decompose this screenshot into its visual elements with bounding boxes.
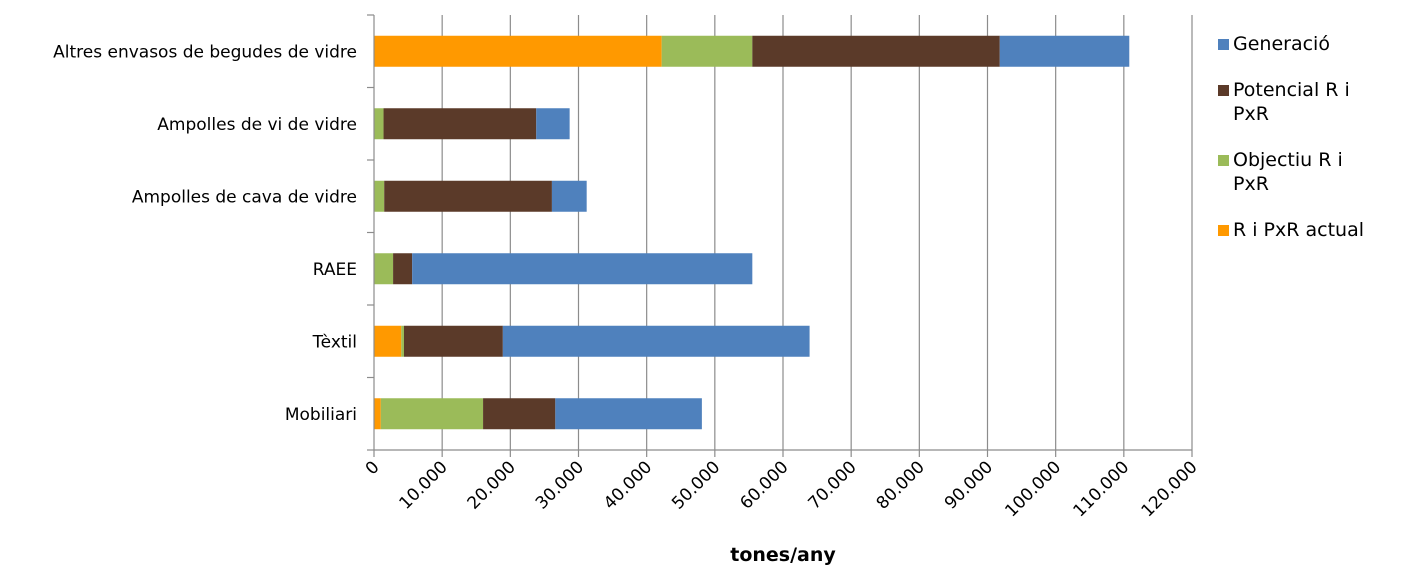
legend-label-line: PxR bbox=[1233, 103, 1269, 125]
bar-segment bbox=[502, 325, 810, 357]
bar-segment bbox=[374, 108, 384, 140]
x-tick-label: 30.000 bbox=[532, 457, 588, 513]
x-axis-title: tones/any bbox=[730, 544, 836, 566]
legend-label-line: Generació bbox=[1233, 33, 1330, 55]
legend-swatch bbox=[1218, 225, 1229, 236]
x-tick-label: 90.000 bbox=[941, 457, 997, 513]
legend-label: R i PxR actual bbox=[1233, 219, 1364, 241]
bar-segment bbox=[555, 398, 702, 430]
x-tick-label: 120.000 bbox=[1138, 457, 1202, 521]
legend-label-line: Potencial R i bbox=[1233, 79, 1350, 101]
bar-segment bbox=[661, 35, 753, 67]
axes bbox=[367, 14, 1192, 451]
gridlines bbox=[373, 15, 1193, 457]
bar-segment bbox=[551, 180, 587, 212]
bar-segment bbox=[374, 325, 402, 357]
legend-label: Generació bbox=[1233, 33, 1330, 55]
bar-segment bbox=[483, 398, 556, 430]
category-label: RAEE bbox=[313, 260, 357, 280]
category-label: Tèxtil bbox=[312, 332, 357, 352]
category-label: Altres envasos de begudes de vidre bbox=[53, 42, 357, 62]
x-tick-label: 40.000 bbox=[600, 457, 656, 513]
category-label: Ampolles de vi de vidre bbox=[157, 115, 357, 135]
x-tick-label: 10.000 bbox=[395, 457, 451, 513]
x-tick-label: 100.000 bbox=[1001, 457, 1065, 521]
x-tick-label: 50.000 bbox=[668, 457, 724, 513]
bar-segment bbox=[412, 253, 753, 285]
bar-segment bbox=[374, 180, 385, 212]
x-tick-label: 0 bbox=[362, 457, 384, 479]
bar-segment bbox=[536, 108, 570, 140]
bar-segment bbox=[380, 398, 484, 430]
legend-swatch bbox=[1218, 39, 1229, 50]
bar-segment bbox=[752, 35, 1000, 67]
bar-segment bbox=[403, 325, 503, 357]
x-tick-label: 80.000 bbox=[873, 457, 929, 513]
legend-label-line: Objectiu R i bbox=[1233, 149, 1343, 171]
category-labels: Altres envasos de begudes de vidre Ampoll… bbox=[53, 42, 357, 425]
bar-segment bbox=[374, 253, 394, 285]
legend-swatch bbox=[1218, 155, 1229, 166]
x-tick-labels: 0 10.000 20.000 30.000 40.000 50.000 60.000 70.… bbox=[362, 457, 1202, 521]
bar-segment bbox=[393, 253, 413, 285]
legend-label-line: R i PxR actual bbox=[1233, 219, 1364, 241]
bars bbox=[374, 35, 1130, 430]
x-tick-label: 70.000 bbox=[804, 457, 860, 513]
legend-label-line: PxR bbox=[1233, 173, 1269, 195]
legend-label: Objectiu R i PxR bbox=[1233, 149, 1343, 195]
category-label: Ampolles de cava de vidre bbox=[132, 187, 357, 207]
bar-segment bbox=[384, 180, 552, 212]
bar-segment bbox=[999, 35, 1130, 67]
bar-segment bbox=[401, 325, 404, 357]
bar-segment bbox=[374, 398, 381, 430]
legend-label: Potencial R i PxR bbox=[1233, 79, 1350, 125]
bar-segment bbox=[374, 35, 662, 67]
x-tick-label: 60.000 bbox=[736, 457, 792, 513]
x-tick-label: 110.000 bbox=[1070, 457, 1134, 521]
bar-segment bbox=[383, 108, 537, 140]
x-tick-label: 20.000 bbox=[464, 457, 520, 513]
category-label: Mobiliari bbox=[285, 405, 357, 425]
legend-swatch bbox=[1218, 85, 1229, 96]
